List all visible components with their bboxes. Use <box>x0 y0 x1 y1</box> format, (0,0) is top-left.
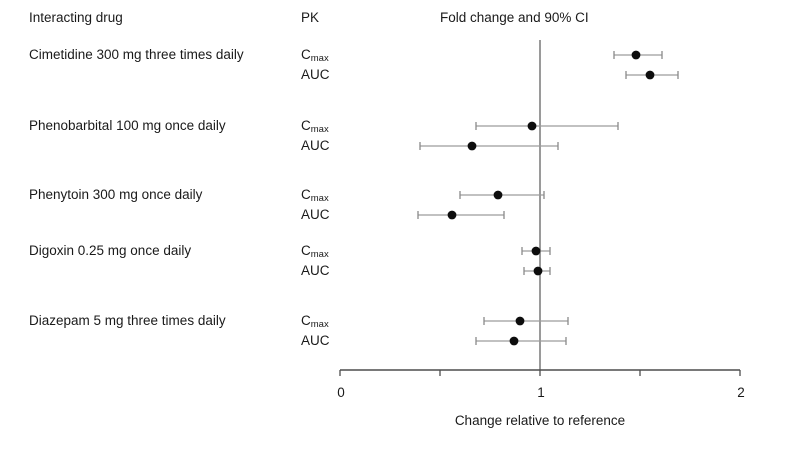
chart-title: Fold change and 90% CI <box>440 10 589 25</box>
pk-parameter-label: AUC <box>301 138 330 153</box>
pk-parameter-label: AUC <box>301 333 330 348</box>
point-estimate-marker <box>515 316 525 326</box>
drug-label: Phenobarbital 100 mg once daily <box>29 118 226 133</box>
pk-parameter-label: AUC <box>301 67 330 82</box>
point-estimate-marker <box>467 141 477 151</box>
pk-parameter-label: Cmax <box>301 47 329 64</box>
point-estimate-marker <box>527 121 537 131</box>
x-axis-label: Change relative to reference <box>454 413 626 428</box>
x-axis-tick-label: 0 <box>337 385 345 400</box>
point-estimate-marker <box>533 266 543 276</box>
pk-parameter-label: Cmax <box>301 313 329 330</box>
pk-parameter-label: Cmax <box>301 118 329 135</box>
pk-parameter-label: AUC <box>301 207 330 222</box>
point-estimate-marker <box>631 50 641 60</box>
x-axis-tick-label: 1 <box>537 385 545 400</box>
x-axis-tick-label: 2 <box>737 385 745 400</box>
column-header-pk: PK <box>301 10 320 25</box>
drug-label: Phenytoin 300 mg once daily <box>29 187 203 202</box>
drug-label: Digoxin 0.25 mg once daily <box>29 243 192 258</box>
drug-label: Cimetidine 300 mg three times daily <box>29 47 244 62</box>
drug-label: Diazepam 5 mg three times daily <box>29 313 226 328</box>
point-estimate-marker <box>493 190 503 200</box>
point-estimate-marker <box>531 246 541 256</box>
pk-parameter-label: Cmax <box>301 187 329 204</box>
point-estimate-marker <box>645 70 655 80</box>
pk-parameter-label: Cmax <box>301 243 329 260</box>
point-estimate-marker <box>509 336 519 346</box>
pk-parameter-label: AUC <box>301 263 330 278</box>
point-estimate-marker <box>447 210 457 220</box>
column-header-interacting-drug: Interacting drug <box>29 10 123 25</box>
